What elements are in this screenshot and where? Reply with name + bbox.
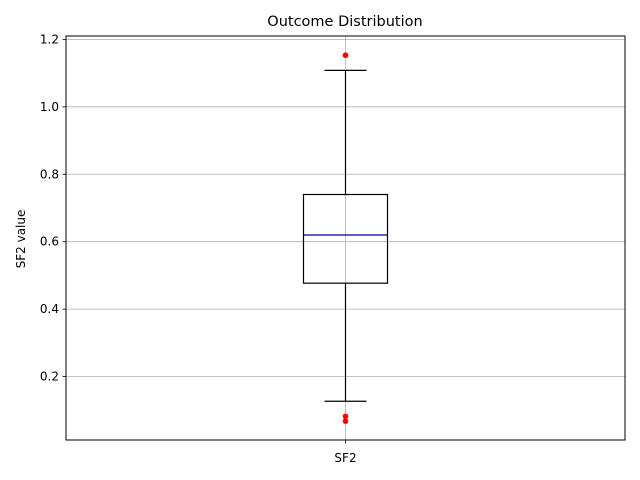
y-axis-label: SF2 value (14, 210, 28, 269)
y-tick-label: 0.4 (40, 302, 59, 316)
iqr-box (302, 193, 389, 284)
y-tick-label: 0.2 (40, 370, 59, 384)
outlier-point (342, 52, 349, 59)
y-tick-label: 1.0 (40, 100, 59, 114)
outlier-point (342, 413, 349, 420)
x-tick-label: SF2 (334, 451, 356, 465)
y-tick-label: 0.8 (40, 167, 59, 181)
y-tick-label: 1.2 (40, 32, 59, 46)
outlier-point (342, 418, 349, 424)
axes: 0.2 0.4 0.6 0.8 1.0 1.2 SF2 (40, 32, 357, 465)
y-tick-label: 0.6 (40, 235, 59, 249)
box-plot (302, 52, 389, 424)
chart-title: Outcome Distribution (267, 14, 422, 30)
